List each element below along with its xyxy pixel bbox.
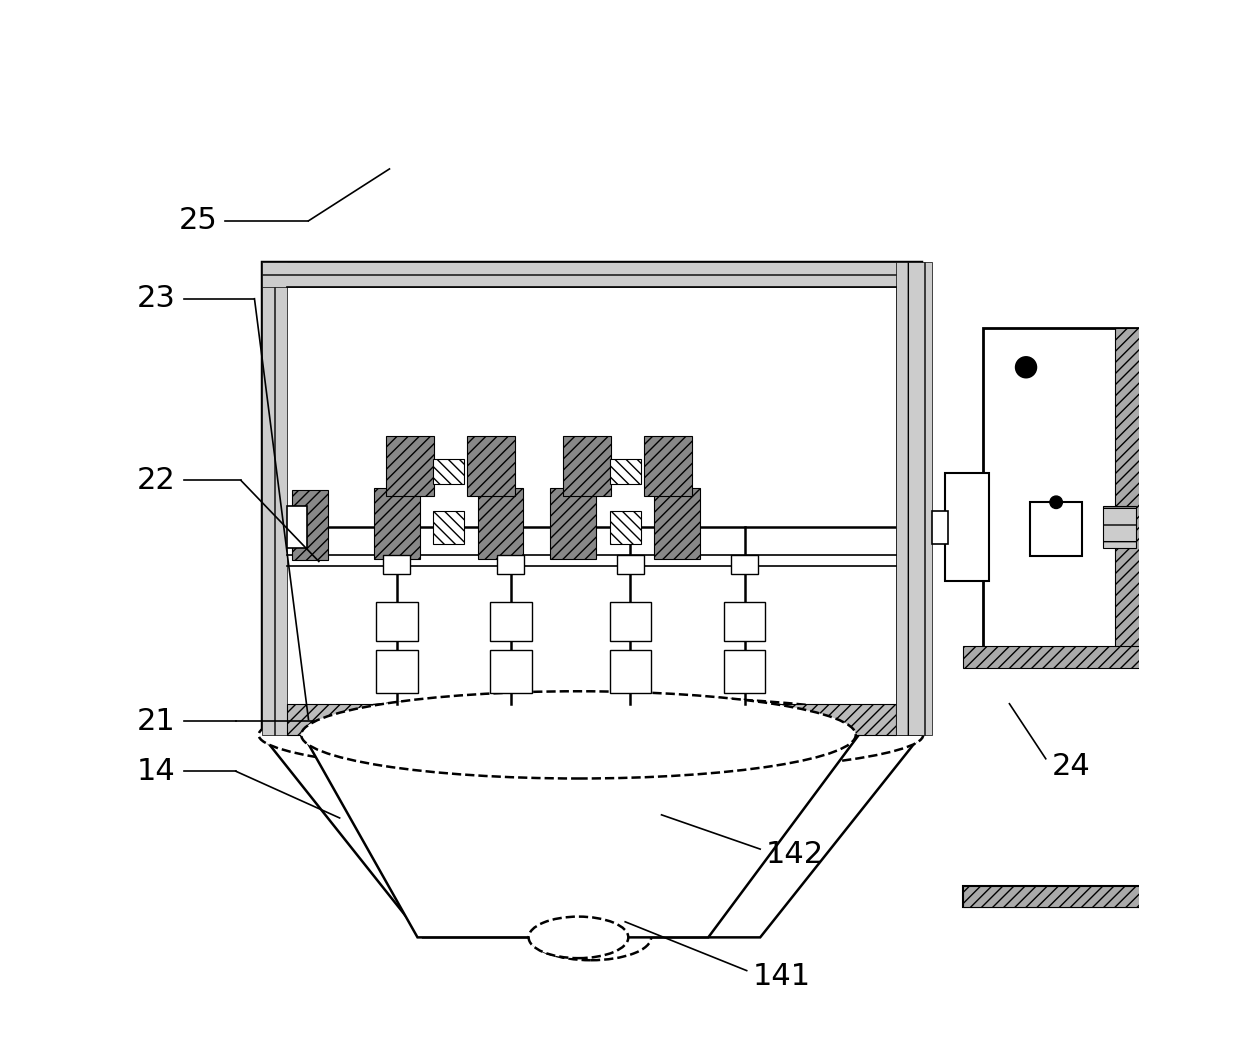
Bar <box>732 555 758 574</box>
Polygon shape <box>262 735 921 938</box>
Bar <box>262 262 921 735</box>
Bar <box>262 262 286 735</box>
Bar <box>1166 668 1185 907</box>
Bar <box>1102 506 1136 548</box>
Bar <box>291 490 329 561</box>
Ellipse shape <box>301 691 856 779</box>
Bar <box>724 602 765 641</box>
Bar <box>490 602 532 641</box>
Text: 23: 23 <box>136 284 176 313</box>
Text: 25: 25 <box>179 207 217 235</box>
Circle shape <box>1050 496 1063 508</box>
Text: 14: 14 <box>136 757 176 786</box>
Bar <box>376 649 418 693</box>
Text: 24: 24 <box>1052 752 1091 781</box>
Bar <box>477 489 523 559</box>
Bar <box>945 473 988 582</box>
Bar <box>724 649 765 693</box>
Bar <box>376 602 418 641</box>
Bar <box>551 489 596 559</box>
Bar <box>610 602 651 641</box>
Text: 22: 22 <box>136 466 176 495</box>
Ellipse shape <box>528 917 629 958</box>
Bar <box>616 555 644 574</box>
Bar <box>497 555 525 574</box>
Bar <box>1030 502 1083 556</box>
Bar <box>433 511 464 544</box>
Text: 141: 141 <box>753 963 811 992</box>
Bar <box>383 555 410 574</box>
Bar <box>467 436 516 496</box>
Bar <box>962 886 1185 907</box>
Bar <box>490 649 532 693</box>
Bar <box>1115 328 1166 660</box>
Ellipse shape <box>259 695 924 775</box>
Bar <box>983 328 1166 660</box>
Bar <box>374 489 419 559</box>
Bar <box>610 649 651 693</box>
Bar <box>286 506 308 548</box>
Bar <box>897 262 931 735</box>
Bar <box>962 645 1166 668</box>
Polygon shape <box>304 735 859 938</box>
Bar <box>610 511 641 544</box>
Text: 142: 142 <box>765 839 823 869</box>
Bar <box>962 886 1185 907</box>
Bar <box>387 436 434 496</box>
Bar <box>262 262 921 287</box>
Bar <box>563 436 611 496</box>
Text: 21: 21 <box>136 707 176 736</box>
Bar <box>897 262 921 735</box>
Bar <box>655 489 699 559</box>
Bar <box>433 458 464 483</box>
Bar <box>286 704 897 735</box>
Bar <box>644 436 692 496</box>
Circle shape <box>1016 357 1037 378</box>
Ellipse shape <box>531 915 651 960</box>
Bar <box>931 511 949 544</box>
Bar <box>610 458 641 483</box>
